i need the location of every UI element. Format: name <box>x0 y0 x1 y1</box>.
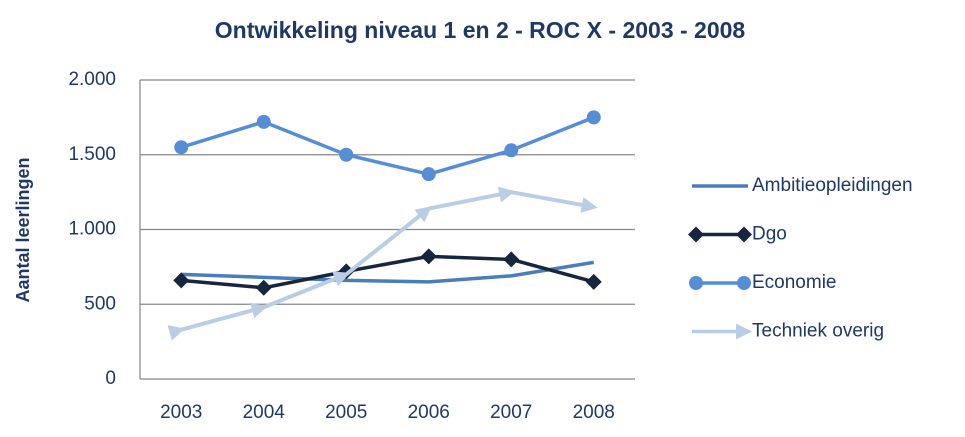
point-marker <box>255 279 272 296</box>
chart-title: Ontwikkeling niveau 1 en 2 - ROC X - 200… <box>215 17 746 43</box>
y-tick-label: 0 <box>105 368 116 389</box>
series-line <box>181 260 595 284</box>
series-line <box>180 190 595 332</box>
legend-marker <box>736 323 752 340</box>
legend-label: Dgo <box>752 224 787 245</box>
point-marker <box>250 302 268 319</box>
point-marker <box>420 248 437 265</box>
point-marker <box>339 147 354 162</box>
point-marker <box>256 114 271 129</box>
legend-label: Techniek overig <box>752 321 884 342</box>
point-marker <box>586 110 601 125</box>
legend-marker <box>688 226 704 243</box>
point-marker <box>504 143 519 158</box>
point-marker <box>174 140 189 155</box>
point-marker <box>173 272 190 289</box>
x-tick-label: 2006 <box>408 402 450 423</box>
legend-label: Economie <box>752 272 837 293</box>
legend-marker <box>689 276 703 290</box>
y-tick-label: 2.000 <box>68 69 116 90</box>
x-tick-label: 2008 <box>573 402 615 423</box>
y-axis-label: Aantal leerlingen <box>13 157 33 302</box>
point-marker <box>503 251 520 268</box>
series-line <box>180 115 595 176</box>
x-tick-label: 2004 <box>243 402 286 423</box>
y-tick-label: 1.500 <box>68 144 116 165</box>
legend-marker <box>737 276 751 290</box>
point-marker <box>167 325 186 341</box>
y-tick-label: 500 <box>84 293 116 314</box>
point-marker <box>585 273 602 290</box>
legend-marker <box>736 226 752 243</box>
point-marker <box>497 186 516 203</box>
x-tick-label: 2003 <box>160 402 202 423</box>
point-marker <box>332 271 350 287</box>
point-marker <box>414 206 432 223</box>
x-tick-label: 2007 <box>490 402 532 423</box>
point-marker <box>421 167 436 182</box>
legend-label: Ambitieopleidingen <box>752 175 913 196</box>
y-tick-label: 1.000 <box>68 219 116 240</box>
x-tick-label: 2005 <box>325 402 367 423</box>
point-marker <box>580 197 598 213</box>
series-line <box>181 254 595 290</box>
